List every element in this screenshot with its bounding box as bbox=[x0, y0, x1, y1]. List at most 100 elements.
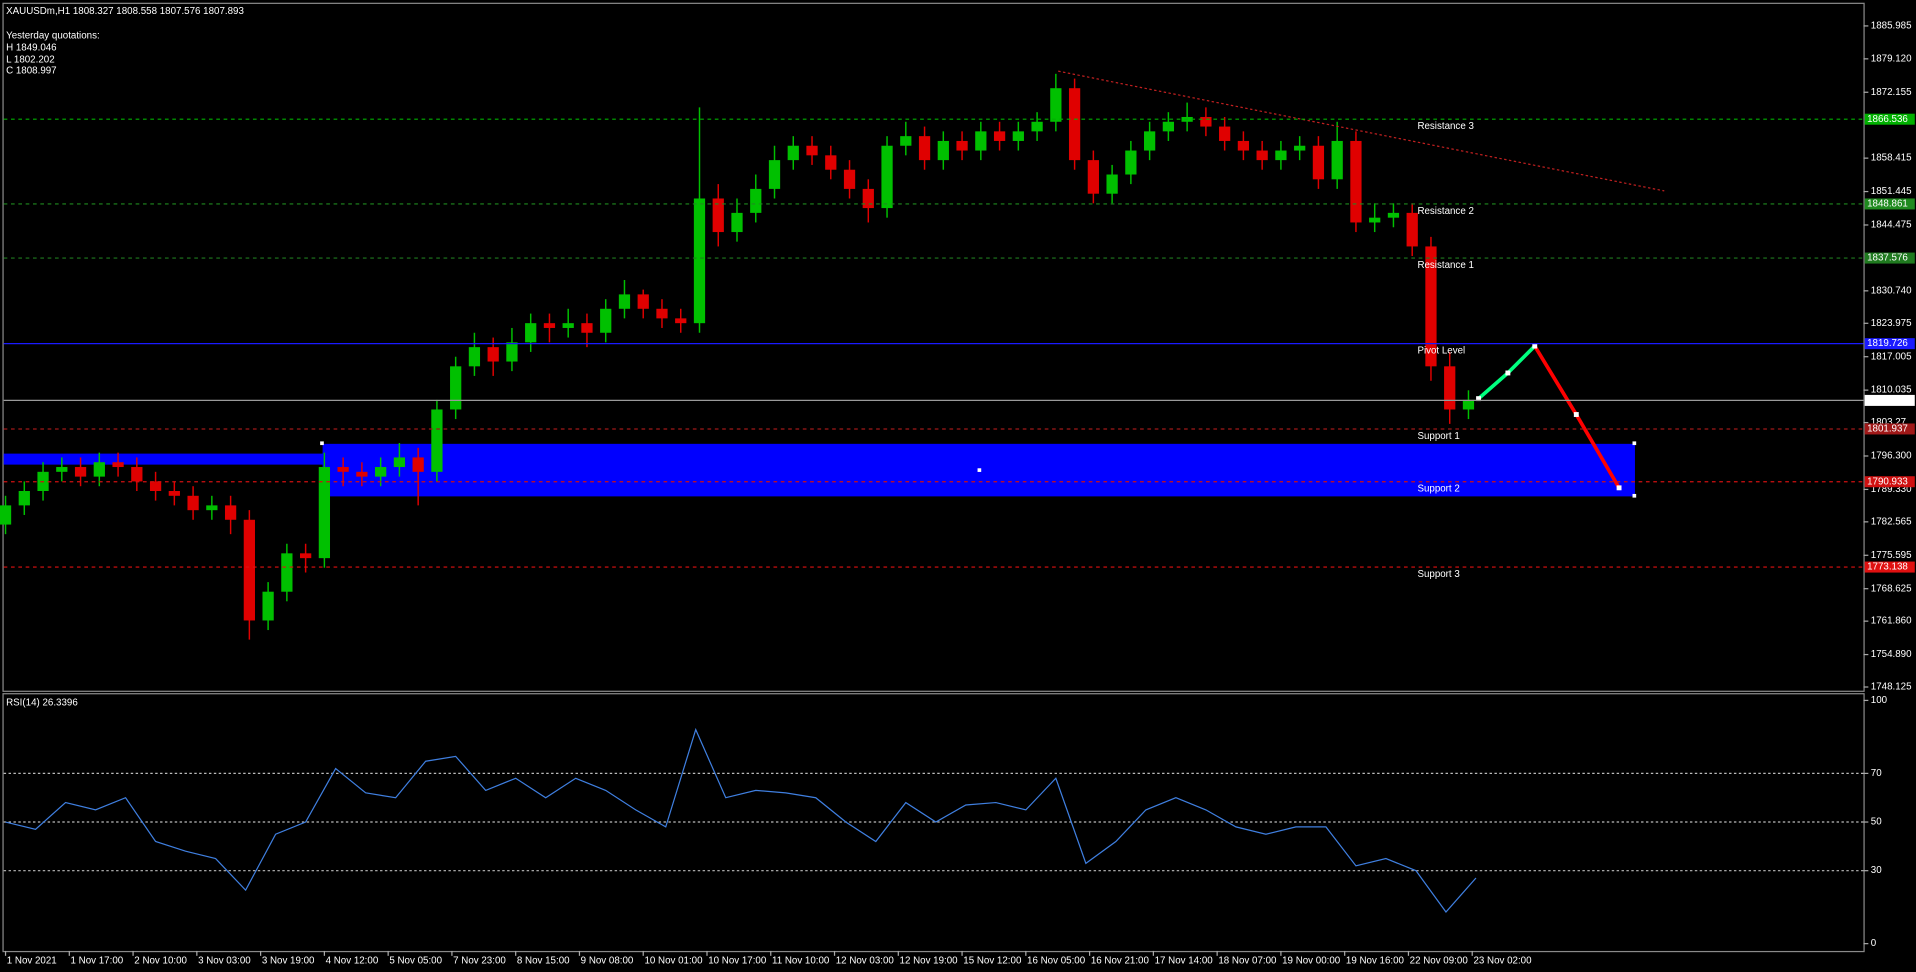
y-tick-label: 1754.890 bbox=[1871, 649, 1912, 660]
main-pane-border bbox=[2, 2, 1865, 692]
candle-body bbox=[1462, 399, 1475, 410]
zone-handle bbox=[1632, 493, 1637, 498]
candle-body bbox=[1425, 246, 1437, 367]
x-tick-label: 15 Nov 12:00 bbox=[963, 955, 1022, 966]
candle-body bbox=[262, 591, 274, 621]
price-tag-label: 1819.726 bbox=[1867, 338, 1908, 349]
y-tick-label: 70 bbox=[1871, 768, 1882, 779]
candle-body bbox=[1350, 140, 1362, 223]
candle-body bbox=[862, 188, 874, 209]
candle-body bbox=[243, 519, 255, 621]
zone-handle bbox=[977, 468, 982, 472]
y-tick-label: 1830.740 bbox=[1871, 285, 1912, 296]
anchor bbox=[1505, 370, 1511, 376]
candle-body bbox=[543, 323, 556, 328]
candle-body bbox=[1369, 217, 1381, 223]
candle-body bbox=[206, 505, 218, 511]
anchor bbox=[1573, 412, 1579, 417]
candle-body bbox=[1050, 88, 1062, 122]
annotation: L 1802.202 bbox=[6, 55, 55, 66]
x-tick-label: 3 Nov 19:00 bbox=[262, 955, 315, 966]
x-tick-label: 16 Nov 05:00 bbox=[1027, 955, 1086, 966]
x-tick-label: 23 Nov 02:00 bbox=[1473, 955, 1532, 966]
candle-body bbox=[656, 308, 668, 319]
x-tick-label: 18 Nov 07:00 bbox=[1218, 955, 1277, 966]
y-tick-label: 1872.155 bbox=[1871, 87, 1912, 98]
chart-title: XAUUSDm,H1 1808.327 1808.558 1807.576 18… bbox=[6, 6, 244, 17]
y-tick-label: 1748.125 bbox=[1871, 682, 1912, 693]
candle-body bbox=[431, 409, 443, 472]
zone-band bbox=[3, 453, 447, 465]
annotation: C 1808.997 bbox=[6, 66, 57, 77]
y-tick-label: 1761.860 bbox=[1871, 616, 1912, 627]
candle-body bbox=[131, 467, 143, 482]
price-tag-label: 1773.138 bbox=[1867, 562, 1908, 573]
x-tick-label: 3 Nov 03:00 bbox=[198, 955, 251, 966]
y-tick-label: 1885.985 bbox=[1871, 21, 1912, 32]
candle-body bbox=[693, 198, 706, 324]
x-tick-label: 9 Nov 08:00 bbox=[581, 955, 634, 966]
candle-body bbox=[318, 467, 331, 559]
y-tick-label: 1817.005 bbox=[1871, 351, 1912, 362]
candle-body bbox=[1200, 116, 1212, 127]
candle-body bbox=[1087, 160, 1099, 194]
price-tag-label: 1801.937 bbox=[1867, 424, 1908, 435]
drawings-front bbox=[320, 70, 1665, 498]
candle-body bbox=[468, 347, 481, 367]
candle-body bbox=[787, 145, 799, 161]
candle-body bbox=[637, 294, 649, 309]
rsi-line bbox=[5, 727, 1477, 914]
candle-body bbox=[1162, 121, 1175, 132]
candle-body bbox=[187, 495, 199, 511]
candle-body bbox=[731, 212, 743, 233]
y-tick-label: 1782.565 bbox=[1871, 516, 1912, 527]
candle-body bbox=[750, 188, 762, 213]
price-tag-label: 1848.861 bbox=[1867, 199, 1908, 210]
candle-body bbox=[56, 467, 68, 472]
candle-body bbox=[712, 198, 724, 233]
candle-body bbox=[562, 323, 574, 328]
price-tag bbox=[1864, 338, 1915, 350]
y-tick-label: 30 bbox=[1871, 865, 1882, 876]
candle-body bbox=[1387, 212, 1400, 218]
price-tag bbox=[1864, 113, 1915, 125]
candle-body bbox=[881, 145, 893, 209]
price-tag bbox=[1864, 198, 1915, 210]
y-tick-label: 50 bbox=[1871, 817, 1882, 828]
y-tick-label: 1768.625 bbox=[1871, 583, 1912, 594]
candle-body bbox=[1294, 145, 1306, 151]
x-tick-label: 12 Nov 19:00 bbox=[900, 955, 959, 966]
candle-body bbox=[825, 155, 837, 170]
level-name: Support 2 bbox=[1417, 484, 1459, 495]
level-name: Resistance 2 bbox=[1417, 206, 1473, 217]
anchor bbox=[1532, 343, 1538, 349]
anchor bbox=[1476, 396, 1481, 402]
candle-body bbox=[1275, 150, 1287, 161]
candle-body bbox=[675, 318, 687, 324]
level-name: Support 1 bbox=[1417, 431, 1459, 442]
price-tag-label: 1807.893 bbox=[1867, 395, 1908, 406]
candle-body bbox=[993, 131, 1006, 141]
level-name: Resistance 1 bbox=[1417, 260, 1473, 271]
candle-body bbox=[1237, 140, 1250, 151]
candle-body bbox=[93, 462, 105, 477]
x-tick-label: 8 Nov 15:00 bbox=[517, 955, 570, 966]
candle-body bbox=[393, 457, 406, 468]
candle-body bbox=[356, 471, 368, 477]
price-tag bbox=[1864, 394, 1915, 406]
candle-body bbox=[1312, 145, 1325, 180]
x-tick-label: 22 Nov 09:00 bbox=[1410, 955, 1469, 966]
candle-body bbox=[506, 342, 518, 362]
level-name: Resistance 3 bbox=[1417, 121, 1473, 132]
x-tick-label: 17 Nov 14:00 bbox=[1155, 955, 1214, 966]
price-tag bbox=[1864, 561, 1915, 573]
price-tag bbox=[1864, 252, 1915, 264]
x-tick-label: 10 Nov 01:00 bbox=[644, 955, 703, 966]
candle-body bbox=[581, 323, 593, 333]
candle-body bbox=[18, 491, 30, 506]
price-tag bbox=[1864, 423, 1915, 435]
candle-body bbox=[487, 347, 499, 362]
rsi-plot bbox=[3, 727, 1864, 914]
y-tick-label: 1823.975 bbox=[1871, 318, 1912, 329]
